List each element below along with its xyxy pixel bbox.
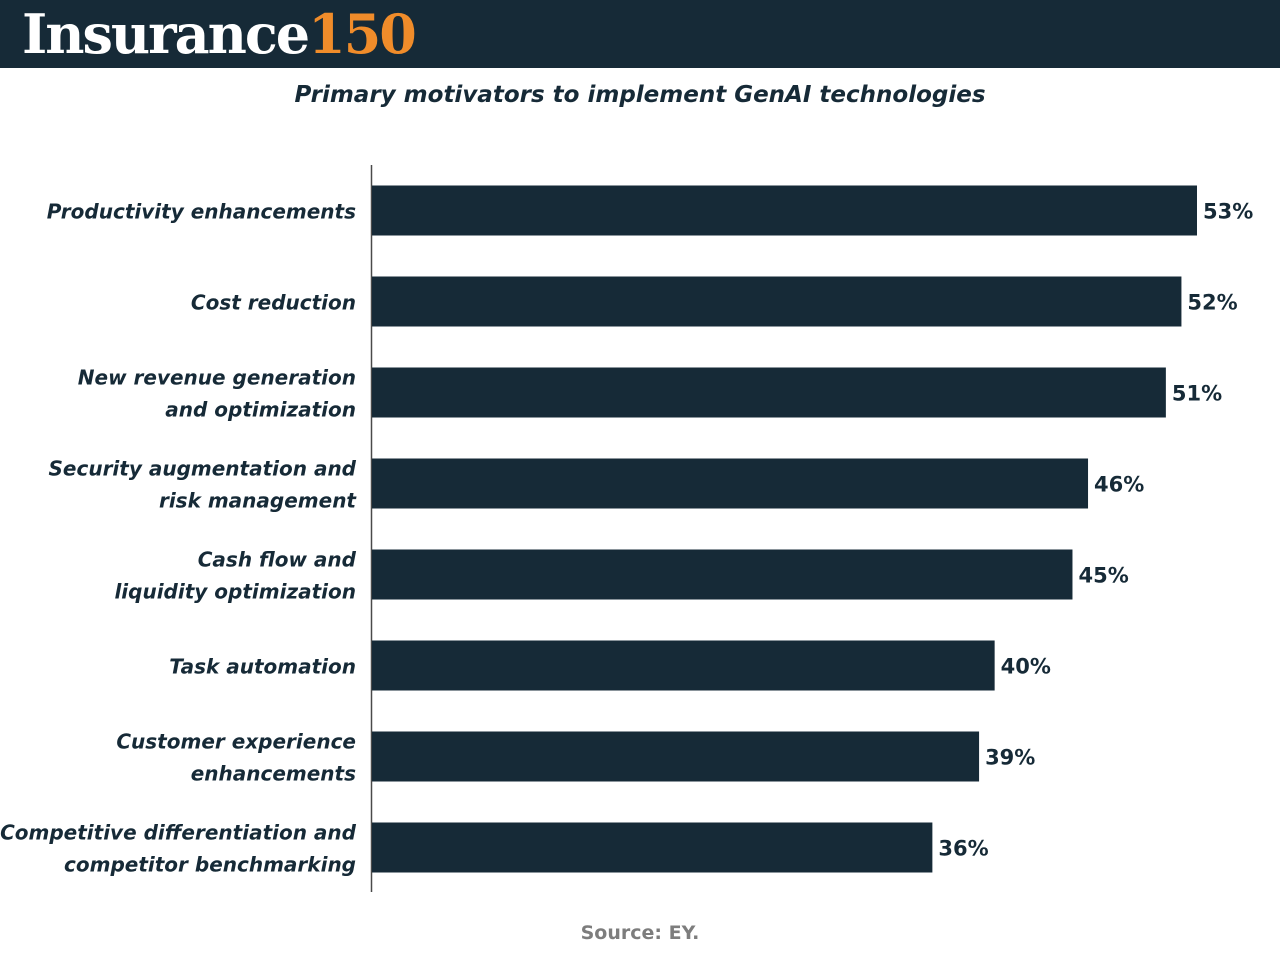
brand-logo: Insurance150 bbox=[22, 2, 417, 66]
bar bbox=[372, 822, 933, 873]
bar-value-label: 45% bbox=[1078, 564, 1128, 588]
logo-word: Insurance bbox=[22, 2, 310, 66]
category-label: liquidity optimization bbox=[114, 580, 356, 604]
category-label: risk management bbox=[159, 489, 357, 513]
bar bbox=[372, 731, 980, 782]
category-label: New revenue generation bbox=[78, 366, 356, 390]
category-label: and optimization bbox=[165, 398, 356, 422]
bar-value-label: 53% bbox=[1203, 200, 1253, 224]
bar bbox=[372, 458, 1089, 509]
category-label: enhancements bbox=[191, 762, 356, 786]
category-label: Competitive differentiation and bbox=[0, 821, 357, 845]
category-label: Task automation bbox=[169, 655, 356, 679]
bar-value-label: 39% bbox=[985, 746, 1035, 770]
bar-value-label: 51% bbox=[1172, 382, 1222, 406]
logo-number: 150 bbox=[308, 2, 417, 66]
bar-value-label: 52% bbox=[1187, 291, 1237, 315]
bar-value-label: 46% bbox=[1094, 473, 1144, 497]
category-label: Customer experience bbox=[116, 730, 356, 754]
category-label: Cash flow and bbox=[198, 548, 357, 572]
category-label: Security augmentation and bbox=[49, 457, 357, 481]
category-label: Cost reduction bbox=[191, 291, 356, 315]
source-note: Source: EY. bbox=[580, 922, 700, 944]
bar bbox=[372, 640, 995, 691]
category-label: competitor benchmarking bbox=[64, 853, 356, 877]
bar bbox=[372, 549, 1073, 600]
header-bar: Insurance150 bbox=[0, 0, 1280, 68]
chart-title: Primary motivators to implement GenAI te… bbox=[294, 82, 986, 108]
bar bbox=[372, 367, 1166, 418]
bar-value-label: 40% bbox=[1001, 655, 1051, 679]
bar-value-label: 36% bbox=[938, 837, 988, 861]
bar bbox=[372, 185, 1197, 236]
category-label: Productivity enhancements bbox=[47, 200, 356, 224]
bar bbox=[372, 276, 1182, 327]
